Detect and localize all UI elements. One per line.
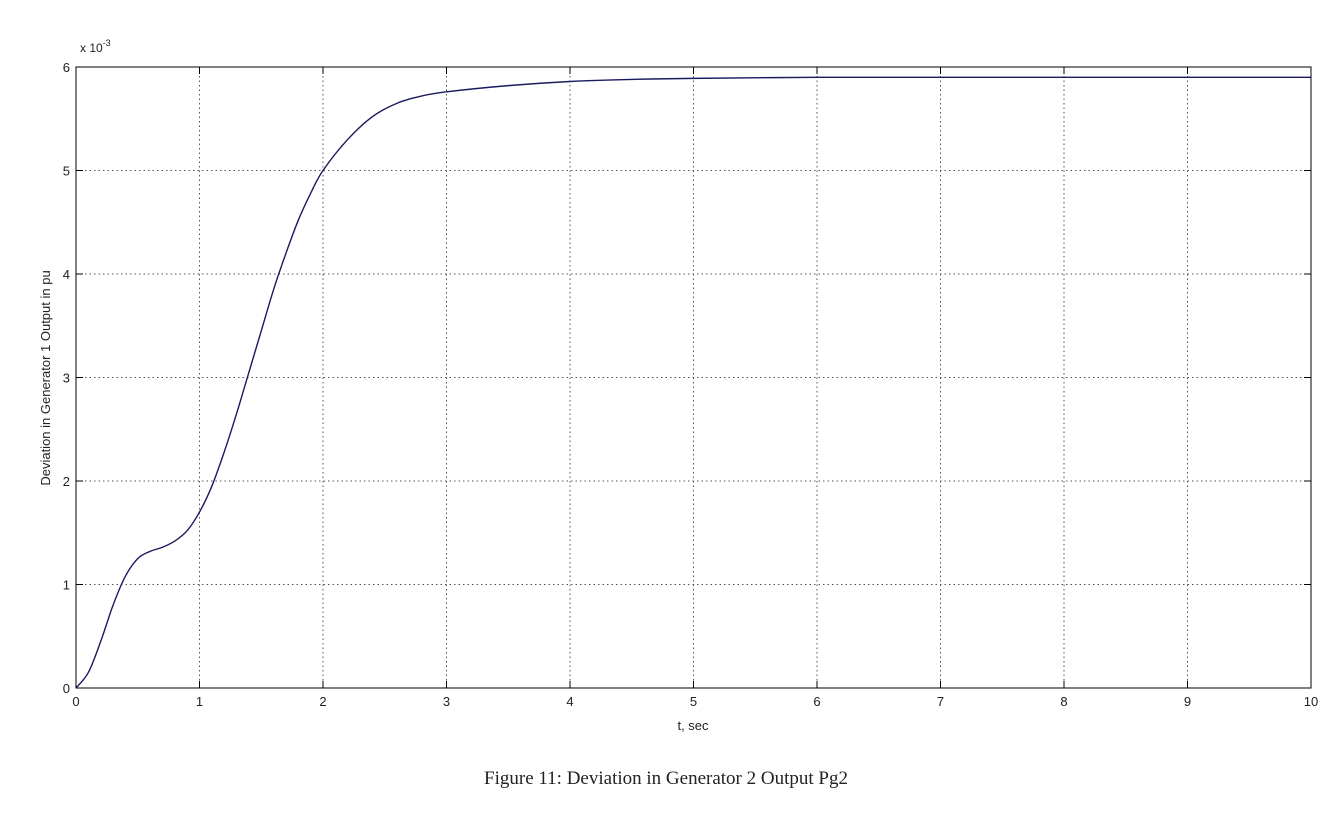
x-tick-label: 8: [1060, 694, 1067, 709]
x-tick-label: 4: [566, 694, 573, 709]
x-tick-label: 1: [196, 694, 203, 709]
x-tick-label: 6: [813, 694, 820, 709]
y-ticks: 0 1 2 3 4 5 6: [63, 60, 1311, 696]
y-tick-label: 6: [63, 60, 70, 75]
y-axis-label: Deviation in Generator 1 Output in pu: [38, 270, 53, 485]
x-tick-label: 2: [319, 694, 326, 709]
y-multiplier-label: x 10-3: [80, 38, 111, 55]
figure-caption: Figure 11: Deviation in Generator 2 Outp…: [484, 768, 848, 789]
y-tick-label: 0: [63, 681, 70, 696]
x-tick-label: 0: [72, 694, 79, 709]
x-tick-label: 9: [1184, 694, 1191, 709]
x-tick-label: 3: [443, 694, 450, 709]
x-axis-label: t, sec: [677, 718, 709, 733]
x-tick-label: 5: [690, 694, 697, 709]
y-tick-label: 5: [63, 164, 70, 179]
y-tick-label: 3: [63, 371, 70, 386]
x-tick-label: 10: [1304, 694, 1318, 709]
x-ticks: 0 1 2 3 4 5 6 7 8 9 10: [72, 67, 1318, 709]
y-tick-label: 4: [63, 267, 70, 282]
y-gridlines: [76, 170, 1311, 585]
y-tick-label: 1: [63, 578, 70, 593]
y-tick-label: 2: [63, 474, 70, 489]
data-series-line: [75, 76, 1311, 689]
line-chart: 0 1 2 3 4 5 6 7 8 9 10 0 1 2 3 4 5 6 x 10-3 t, sec Devia…: [38, 38, 1318, 733]
x-tick-label: 7: [937, 694, 944, 709]
